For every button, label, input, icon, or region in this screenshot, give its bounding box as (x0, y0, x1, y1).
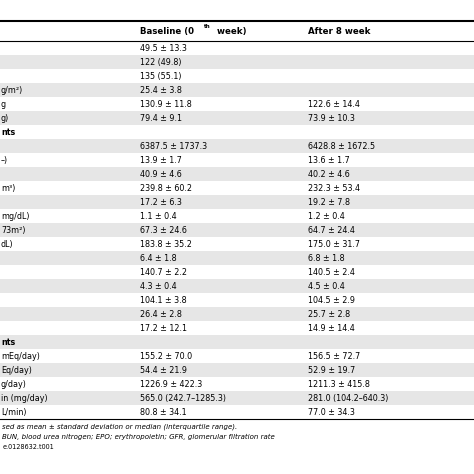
Text: 4.5 ± 0.4: 4.5 ± 0.4 (308, 282, 345, 291)
Text: 183.8 ± 35.2: 183.8 ± 35.2 (140, 240, 191, 249)
Bar (0, 237, 474, 251)
Text: 1211.3 ± 415.8: 1211.3 ± 415.8 (308, 380, 370, 389)
Bar (0, 349, 474, 364)
Text: mg/dL): mg/dL) (1, 212, 29, 221)
Text: 25.4 ± 3.8: 25.4 ± 3.8 (140, 86, 182, 95)
Text: 19.2 ± 7.8: 19.2 ± 7.8 (308, 198, 350, 207)
Text: g/day): g/day) (1, 380, 27, 389)
Text: 73.9 ± 10.3: 73.9 ± 10.3 (308, 114, 355, 123)
Bar (0, 279, 474, 293)
Text: L/min): L/min) (1, 408, 27, 417)
Text: 156.5 ± 72.7: 156.5 ± 72.7 (308, 352, 360, 361)
Text: nts: nts (1, 128, 15, 137)
Text: After 8 week: After 8 week (308, 27, 371, 36)
Text: –): –) (1, 156, 8, 165)
Text: mEq/day): mEq/day) (1, 352, 40, 361)
Bar (0, 167, 474, 182)
Text: 140.5 ± 2.4: 140.5 ± 2.4 (308, 268, 355, 277)
Text: 1.2 ± 0.4: 1.2 ± 0.4 (308, 212, 345, 221)
Bar (0, 139, 474, 153)
Text: 26.4 ± 2.8: 26.4 ± 2.8 (140, 310, 182, 319)
Text: 64.7 ± 24.4: 64.7 ± 24.4 (308, 226, 355, 235)
Text: 122.6 ± 14.4: 122.6 ± 14.4 (308, 100, 360, 109)
Text: dL): dL) (1, 240, 14, 249)
Text: 565.0 (242.7–1285.3): 565.0 (242.7–1285.3) (140, 394, 226, 403)
Text: 1.1 ± 0.4: 1.1 ± 0.4 (140, 212, 176, 221)
Text: 175.0 ± 31.7: 175.0 ± 31.7 (308, 240, 360, 249)
Bar (0, 111, 474, 125)
Bar (0, 308, 474, 321)
Text: 17.2 ± 6.3: 17.2 ± 6.3 (140, 198, 182, 207)
Text: 49.5 ± 13.3: 49.5 ± 13.3 (140, 44, 187, 53)
Text: 4.3 ± 0.4: 4.3 ± 0.4 (140, 282, 176, 291)
Text: week): week) (214, 27, 247, 36)
Bar (0, 21, 474, 41)
Text: th: th (204, 24, 210, 29)
Bar (0, 125, 474, 139)
Text: 122 (49.8): 122 (49.8) (140, 58, 182, 67)
Bar (0, 405, 474, 419)
Text: 239.8 ± 60.2: 239.8 ± 60.2 (140, 184, 192, 193)
Text: 135 (55.1): 135 (55.1) (140, 72, 182, 81)
Bar (0, 210, 474, 223)
Bar (0, 377, 474, 392)
Bar (0, 265, 474, 279)
Text: 80.8 ± 34.1: 80.8 ± 34.1 (140, 408, 186, 417)
Text: 54.4 ± 21.9: 54.4 ± 21.9 (140, 366, 187, 375)
Bar (0, 321, 474, 336)
Text: Eq/day): Eq/day) (1, 366, 32, 375)
Bar (0, 97, 474, 111)
Bar (0, 195, 474, 210)
Text: e.0128632.t001: e.0128632.t001 (2, 444, 54, 450)
Text: 6428.8 ± 1672.5: 6428.8 ± 1672.5 (308, 142, 375, 151)
Text: 6387.5 ± 1737.3: 6387.5 ± 1737.3 (140, 142, 207, 151)
Text: 25.7 ± 2.8: 25.7 ± 2.8 (308, 310, 350, 319)
Bar (0, 182, 474, 195)
Text: 13.6 ± 1.7: 13.6 ± 1.7 (308, 156, 350, 165)
Text: 40.9 ± 4.6: 40.9 ± 4.6 (140, 170, 182, 179)
Bar (0, 251, 474, 265)
Text: 130.9 ± 11.8: 130.9 ± 11.8 (140, 100, 191, 109)
Text: g/m²): g/m²) (1, 86, 23, 95)
Text: 232.3 ± 53.4: 232.3 ± 53.4 (308, 184, 360, 193)
Text: 40.2 ± 4.6: 40.2 ± 4.6 (308, 170, 350, 179)
Text: 281.0 (104.2–640.3): 281.0 (104.2–640.3) (308, 394, 389, 403)
Text: 14.9 ± 14.4: 14.9 ± 14.4 (308, 324, 355, 333)
Text: BUN, blood urea nitrogen; EPO; erythropoietin; GFR, glomerular filtration rate: BUN, blood urea nitrogen; EPO; erythropo… (2, 434, 275, 440)
Text: 104.5 ± 2.9: 104.5 ± 2.9 (308, 296, 355, 305)
Bar (0, 83, 474, 97)
Text: m³): m³) (1, 184, 15, 193)
Text: 140.7 ± 2.2: 140.7 ± 2.2 (140, 268, 187, 277)
Text: 52.9 ± 19.7: 52.9 ± 19.7 (308, 366, 356, 375)
Bar (0, 336, 474, 349)
Text: 73m²): 73m²) (1, 226, 26, 235)
Text: 6.4 ± 1.8: 6.4 ± 1.8 (140, 254, 176, 263)
Bar (0, 69, 474, 83)
Text: 104.1 ± 3.8: 104.1 ± 3.8 (140, 296, 186, 305)
Text: g: g (1, 100, 6, 109)
Bar (0, 293, 474, 308)
Text: 67.3 ± 24.6: 67.3 ± 24.6 (140, 226, 187, 235)
Text: 77.0 ± 34.3: 77.0 ± 34.3 (308, 408, 355, 417)
Text: 17.2 ± 12.1: 17.2 ± 12.1 (140, 324, 187, 333)
Bar (0, 364, 474, 377)
Text: Baseline (0: Baseline (0 (140, 27, 194, 36)
Text: 13.9 ± 1.7: 13.9 ± 1.7 (140, 156, 182, 165)
Text: 6.8 ± 1.8: 6.8 ± 1.8 (308, 254, 345, 263)
Bar (0, 41, 474, 55)
Bar (0, 392, 474, 405)
Text: nts: nts (1, 338, 15, 347)
Text: 1226.9 ± 422.3: 1226.9 ± 422.3 (140, 380, 202, 389)
Text: 79.4 ± 9.1: 79.4 ± 9.1 (140, 114, 182, 123)
Bar (0, 223, 474, 237)
Text: in (mg/day): in (mg/day) (1, 394, 47, 403)
Text: 155.2 ± 70.0: 155.2 ± 70.0 (140, 352, 192, 361)
Text: sed as mean ± standard deviation or median (interquartile range).: sed as mean ± standard deviation or medi… (2, 423, 237, 430)
Bar (0, 55, 474, 69)
Bar (0, 153, 474, 167)
Text: g): g) (1, 114, 9, 123)
